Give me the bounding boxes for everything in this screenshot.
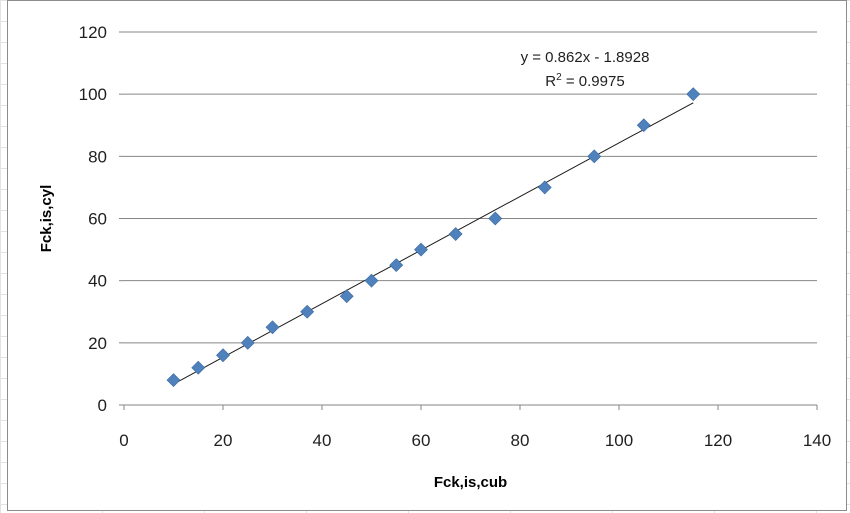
y-axis-title: Fck,is,cyl (38, 185, 55, 253)
r-squared-value: = 0.9975 (562, 73, 625, 90)
r-squared-prefix: R (545, 73, 556, 90)
x-axis-title: Fck,is,cub (434, 474, 507, 491)
y-tick-label: 120 (79, 23, 107, 42)
y-tick-label: 0 (98, 396, 107, 415)
data-point[interactable] (686, 87, 701, 102)
x-tick-label: 140 (803, 431, 831, 450)
data-point[interactable] (216, 348, 230, 363)
data-point[interactable] (300, 304, 315, 319)
data-point[interactable] (488, 211, 503, 226)
x-tick-label: 40 (313, 431, 332, 450)
y-axis-ticks: 0 20 40 60 80 100 120 (79, 23, 124, 415)
data-point[interactable] (265, 320, 280, 335)
data-point[interactable] (339, 289, 354, 304)
x-tick-label: 80 (511, 431, 530, 450)
data-point[interactable] (587, 149, 602, 164)
data-point[interactable] (537, 180, 552, 195)
y-tick-label: 60 (88, 210, 107, 229)
data-point[interactable] (414, 242, 428, 257)
x-axis-ticks: 0 20 40 60 80 100 120 140 (119, 405, 831, 450)
x-tick-label: 100 (605, 431, 633, 450)
gridlines (124, 31, 817, 344)
x-tick-label: 0 (119, 431, 128, 450)
r-squared-label: R2 = 0.9975 (545, 72, 624, 90)
data-point[interactable] (636, 118, 651, 133)
trendline-equation: y = 0.862x - 1.8928 (521, 49, 650, 66)
data-point[interactable] (240, 335, 255, 350)
y-tick-label: 100 (79, 85, 107, 104)
chart-area[interactable] (7, 0, 847, 511)
y-tick-label: 20 (88, 334, 107, 353)
data-point[interactable] (448, 227, 463, 241)
linear-trendline[interactable] (173, 102, 694, 385)
r-squared-superscript: 2 (556, 72, 562, 83)
y-tick-label: 80 (88, 147, 107, 166)
x-tick-label: 20 (214, 431, 233, 450)
data-point[interactable] (166, 373, 181, 388)
data-point[interactable] (364, 273, 379, 288)
data-point[interactable] (191, 360, 206, 375)
y-tick-label: 40 (88, 272, 107, 291)
data-point[interactable] (389, 258, 404, 273)
x-tick-label: 60 (412, 431, 431, 450)
data-points (166, 87, 701, 388)
x-tick-label: 120 (704, 431, 732, 450)
